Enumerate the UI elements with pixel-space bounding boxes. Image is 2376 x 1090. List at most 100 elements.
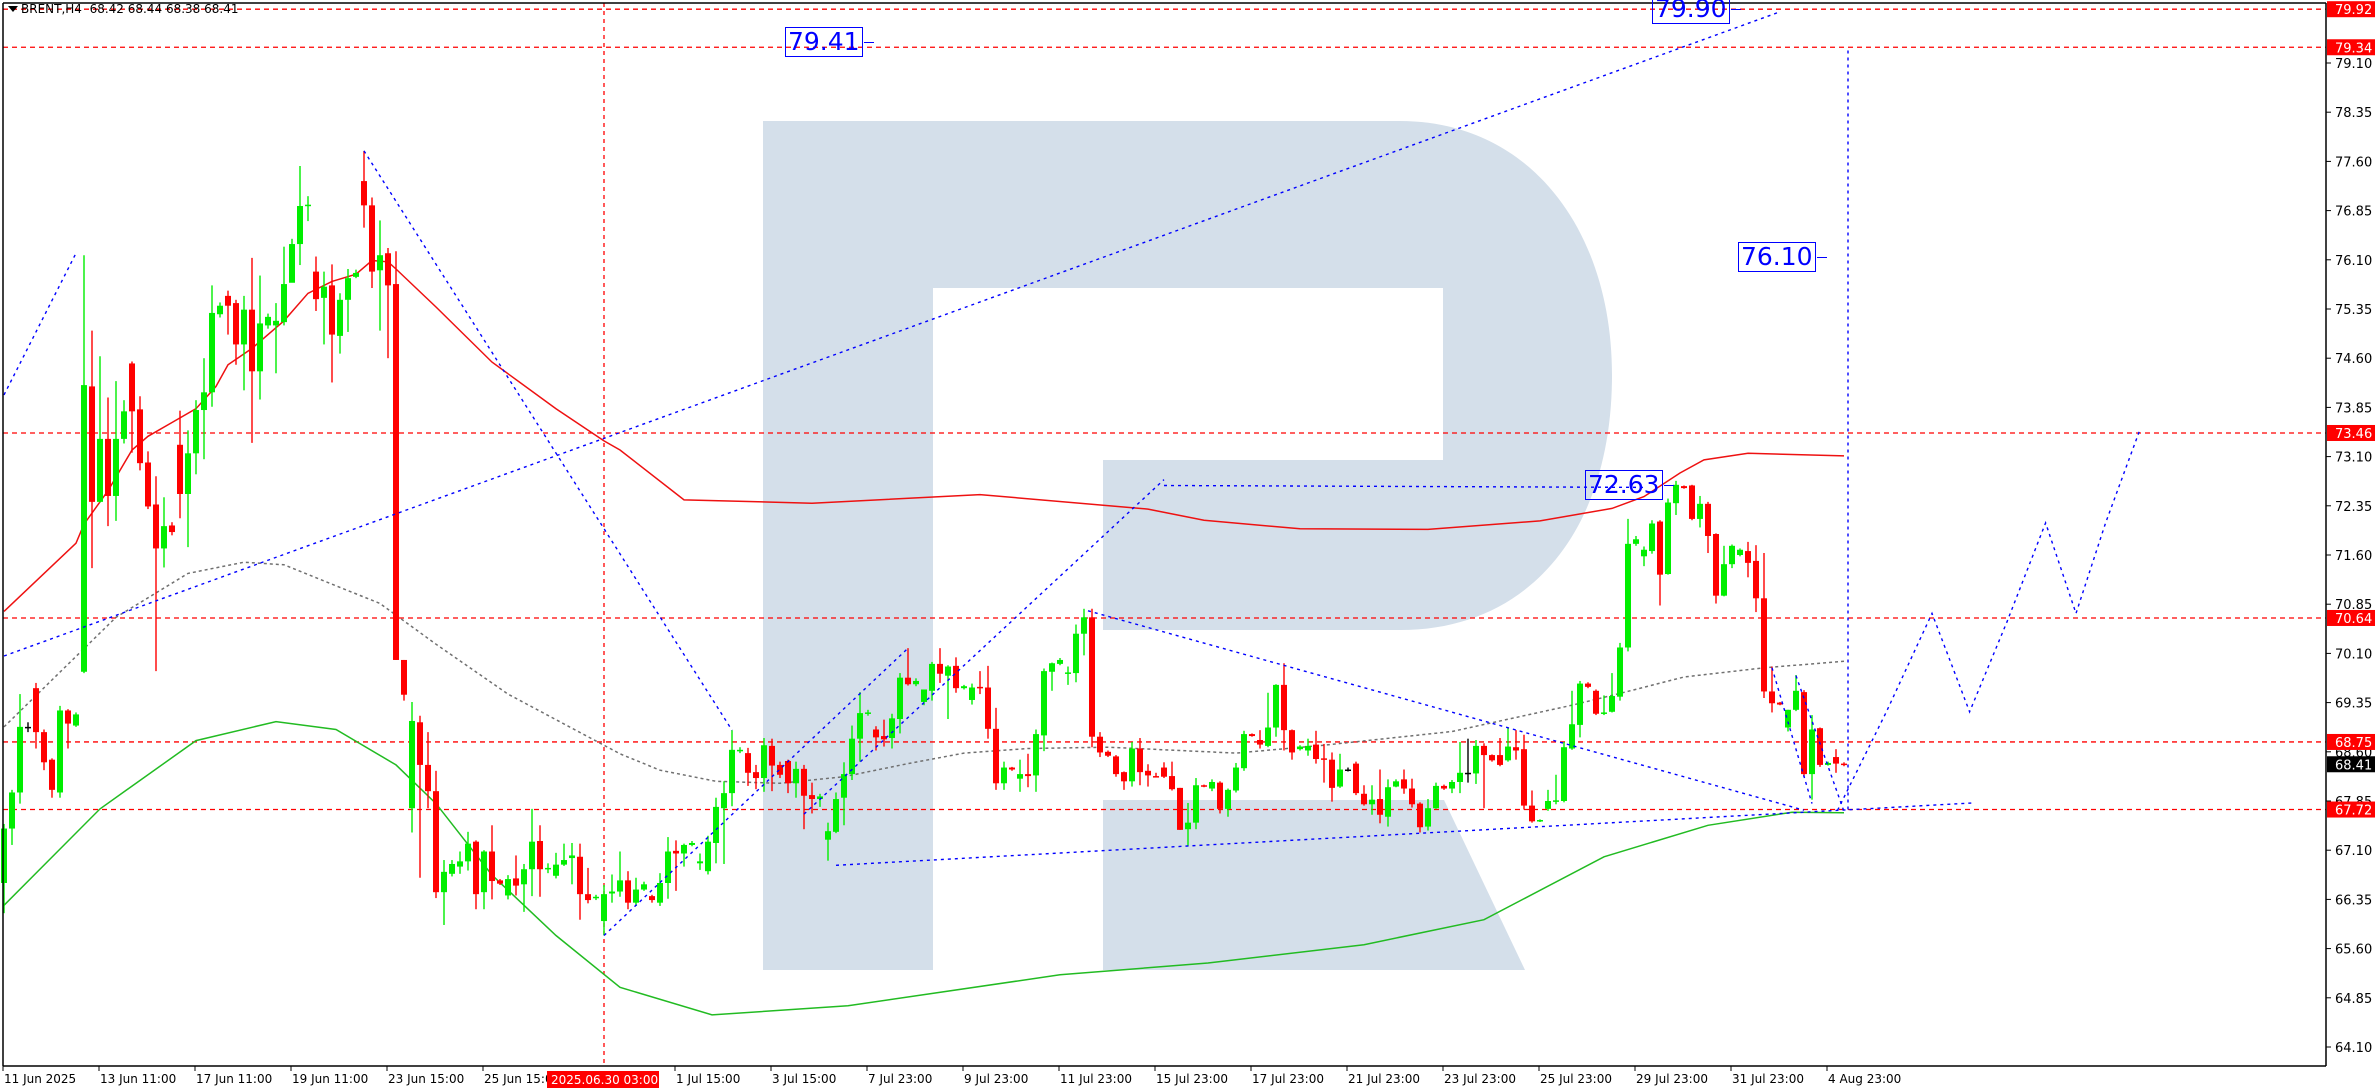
- trend-line[interactable]: [3, 252, 77, 396]
- candle-body: [1729, 545, 1735, 565]
- level-price-badge: [2327, 609, 2375, 626]
- candle: [1393, 779, 1399, 788]
- candle: [249, 257, 255, 443]
- candle-body: [897, 677, 903, 719]
- candle-body: [1713, 534, 1719, 596]
- candle-body: [25, 726, 31, 729]
- candle: [1169, 761, 1175, 791]
- candle: [1537, 819, 1543, 822]
- price-label-76-10[interactable]: 76.10: [1738, 242, 1827, 272]
- candle-body: [1009, 767, 1015, 770]
- trend-line[interactable]: [1087, 610, 1805, 811]
- candle-body: [409, 720, 415, 809]
- candle: [1073, 624, 1079, 683]
- dropdown-triangle-icon[interactable]: [8, 6, 18, 12]
- trend-line[interactable]: [835, 802, 1973, 866]
- candle-body: [9, 792, 15, 829]
- watermark-leg: [1103, 800, 1525, 970]
- candle: [1769, 666, 1775, 713]
- candle-body: [249, 309, 255, 372]
- trend-line[interactable]: [363, 150, 733, 731]
- candle-body: [169, 525, 175, 533]
- price-tick-label: 78.35: [2335, 106, 2372, 121]
- time-tick-label: 25 Jun 15:00: [484, 1072, 560, 1086]
- ma-slow-line: [3, 720, 1845, 1016]
- candle-body: [281, 284, 287, 323]
- trend-line[interactable]: [1795, 675, 1845, 812]
- candle: [1609, 673, 1615, 713]
- candle-body: [1017, 774, 1023, 779]
- candle-body: [1601, 712, 1607, 714]
- candle-body: [841, 774, 847, 798]
- candle: [1729, 544, 1735, 569]
- trend-drawings[interactable]: [3, 11, 2140, 937]
- candle-body: [1025, 774, 1031, 777]
- candle-body: [873, 729, 879, 738]
- candle: [1025, 753, 1031, 788]
- time-tick-label: 25 Jul 23:00: [1540, 1072, 1612, 1086]
- candle: [833, 792, 839, 834]
- candle: [801, 764, 807, 830]
- price-tick-label: 74.60: [2335, 352, 2372, 367]
- candle: [1289, 729, 1295, 760]
- trend-line[interactable]: [1163, 484, 1645, 489]
- candle: [1737, 548, 1743, 557]
- price-label-79-41[interactable]: 79.41: [785, 27, 874, 57]
- price-label-79-90[interactable]: 79.90: [1652, 0, 1741, 24]
- candle-body: [401, 659, 407, 695]
- level-price-label: 70.64: [2335, 612, 2372, 627]
- candle-body: [1345, 769, 1351, 772]
- candle: [745, 747, 751, 786]
- candle: [585, 867, 591, 904]
- candle-body: [513, 878, 519, 886]
- candle-body: [1217, 782, 1223, 809]
- price-axis[interactable]: 79.10 78.35 77.60 76.85 76.10 75.35 74.60 73.85…: [2326, 1, 2375, 1056]
- candle: [17, 694, 23, 804]
- candle: [1009, 766, 1015, 771]
- candle: [1705, 501, 1711, 554]
- candle: [81, 255, 87, 674]
- candle-body: [1393, 781, 1399, 787]
- candle: [177, 410, 183, 519]
- candle: [1777, 701, 1783, 706]
- candle: [1793, 675, 1799, 712]
- time-tick-label: 17 Jun 11:00: [196, 1072, 272, 1086]
- price-tick-label: 77.60: [2335, 155, 2372, 170]
- price-label-72-63[interactable]: 72.63: [1585, 470, 1674, 500]
- candle-body: [761, 745, 767, 779]
- candle-body: [1057, 659, 1063, 664]
- price-tick-label: 76.85: [2335, 205, 2372, 220]
- candle-body: [1041, 671, 1047, 736]
- candle: [905, 648, 911, 686]
- plot-frame: [2, 2, 2327, 1067]
- candle-body: [1201, 785, 1207, 787]
- candle: [1137, 738, 1143, 786]
- candle: [681, 843, 687, 867]
- candle: [1409, 778, 1415, 808]
- candle: [1633, 535, 1639, 546]
- time-axis[interactable]: 11 Jun 2025 13 Jun 11:00 17 Jun 11:00 19 Ju…: [2, 1066, 1901, 1088]
- candle: [73, 712, 79, 727]
- candle-body: [1617, 647, 1623, 697]
- trend-line[interactable]: [1771, 667, 1813, 804]
- candle-body: [449, 863, 455, 874]
- trend-line[interactable]: [1836, 431, 2140, 811]
- candle: [1673, 480, 1679, 515]
- candle-body: [201, 392, 207, 411]
- candle-body: [233, 303, 239, 345]
- candle: [129, 361, 135, 453]
- candle: [1249, 733, 1255, 737]
- watermark-stem: [763, 121, 933, 970]
- trend-line[interactable]: [803, 479, 1165, 815]
- candle-body: [361, 181, 367, 206]
- candle: [1657, 520, 1663, 606]
- candle: [577, 843, 583, 920]
- candle: [1521, 734, 1527, 810]
- candle: [49, 758, 55, 798]
- candle-body: [105, 438, 111, 496]
- candle: [1649, 520, 1655, 554]
- candle-body: [921, 689, 927, 702]
- candle: [553, 852, 559, 879]
- candle: [897, 673, 903, 734]
